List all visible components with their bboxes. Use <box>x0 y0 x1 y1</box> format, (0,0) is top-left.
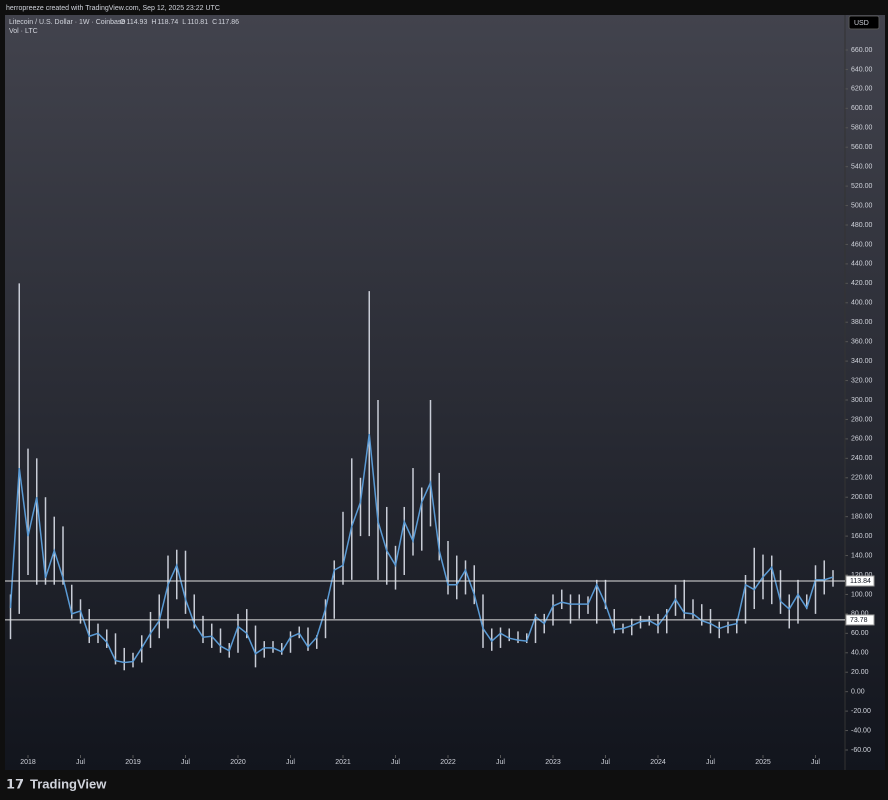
ohlc-key: H <box>151 19 156 26</box>
ohlc-value: 117.86 <box>218 19 239 26</box>
y-tick-label: 460.00 <box>851 241 873 248</box>
y-tick-label: 440.00 <box>851 261 873 268</box>
y-tick-label: 320.00 <box>851 377 873 384</box>
y-tick-label: -20.00 <box>851 708 871 715</box>
ohlc-value: 118.74 <box>157 19 178 26</box>
y-tick-label: 280.00 <box>851 416 873 423</box>
ohlc-key: O <box>120 19 126 26</box>
y-tick-label: 480.00 <box>851 222 873 229</box>
y-tick-label: 240.00 <box>851 455 873 462</box>
y-tick-label: 160.00 <box>851 533 873 540</box>
ohlc-value: 114.93 <box>126 19 147 26</box>
y-tick-label: 220.00 <box>851 475 873 482</box>
subtitle: Vol · LTC <box>9 28 38 35</box>
x-tick-label: 2018 <box>20 759 36 766</box>
y-tick-label: 20.00 <box>851 669 869 676</box>
currency-box[interactable] <box>848 15 880 30</box>
currency: USD <box>854 20 869 27</box>
y-tick-label: 540.00 <box>851 164 873 171</box>
ohlc-key: C <box>212 19 217 26</box>
level-tag <box>845 575 875 587</box>
y-tick-label: 200.00 <box>851 494 873 501</box>
y-tick-label: 620.00 <box>851 86 873 93</box>
y-tick-label: 180.00 <box>851 514 873 521</box>
plot-background <box>5 15 885 770</box>
y-tick-label: 120.00 <box>851 572 873 579</box>
x-tick-label: Jul <box>811 759 820 766</box>
x-tick-label: Jul <box>601 759 610 766</box>
x-tick-label: Jul <box>286 759 295 766</box>
y-tick-label: 100.00 <box>851 591 873 598</box>
y-tick-label: 40.00 <box>851 650 869 657</box>
y-tick-label: 0.00 <box>851 689 865 696</box>
level-label: 113.84 <box>850 578 871 585</box>
y-tick-label: 260.00 <box>851 436 873 443</box>
y-tick-label: 360.00 <box>851 339 873 346</box>
x-tick-label: Jul <box>76 759 85 766</box>
y-tick-label: 520.00 <box>851 183 873 190</box>
y-tick-label: -60.00 <box>851 747 871 754</box>
brand-logo: 𝟭𝟳 <box>6 776 24 791</box>
ohlc-value: 110.81 <box>187 19 208 26</box>
y-tick-label: 340.00 <box>851 358 873 365</box>
level-label: 73.78 <box>850 617 868 624</box>
ohlc-key: L <box>182 19 186 26</box>
chart-title: Litecoin / U.S. Dollar · 1W · Coinbase <box>9 19 125 26</box>
y-tick-label: 400.00 <box>851 300 873 307</box>
x-tick-label: Jul <box>706 759 715 766</box>
x-tick-label: Jul <box>391 759 400 766</box>
y-tick-label: 500.00 <box>851 202 873 209</box>
y-tick-label: 600.00 <box>851 105 873 112</box>
credit: herropreeze created with TradingView.com… <box>6 5 220 12</box>
y-tick-label: 640.00 <box>851 66 873 73</box>
x-tick-label: 2025 <box>755 759 771 766</box>
y-tick-label: 300.00 <box>851 397 873 404</box>
y-tick-label: 60.00 <box>851 630 869 637</box>
y-tick-label: 380.00 <box>851 319 873 326</box>
x-tick-label: 2023 <box>545 759 561 766</box>
close-line <box>9 433 834 664</box>
y-tick-label: -40.00 <box>851 727 871 734</box>
y-tick-label: 660.00 <box>851 47 873 54</box>
x-tick-label: 2024 <box>650 759 666 766</box>
y-tick-label: 580.00 <box>851 125 873 132</box>
y-tick-label: 420.00 <box>851 280 873 287</box>
x-tick-label: 2019 <box>125 759 141 766</box>
y-tick-label: 80.00 <box>851 611 869 618</box>
x-tick-label: 2020 <box>230 759 246 766</box>
x-tick-label: Jul <box>496 759 505 766</box>
x-tick-label: 2021 <box>335 759 351 766</box>
brand: TradingView <box>30 776 107 791</box>
x-tick-label: Jul <box>181 759 190 766</box>
y-tick-label: 140.00 <box>851 552 873 559</box>
x-tick-label: 2022 <box>440 759 456 766</box>
y-tick-label: 560.00 <box>851 144 873 151</box>
level-tag <box>845 614 875 626</box>
